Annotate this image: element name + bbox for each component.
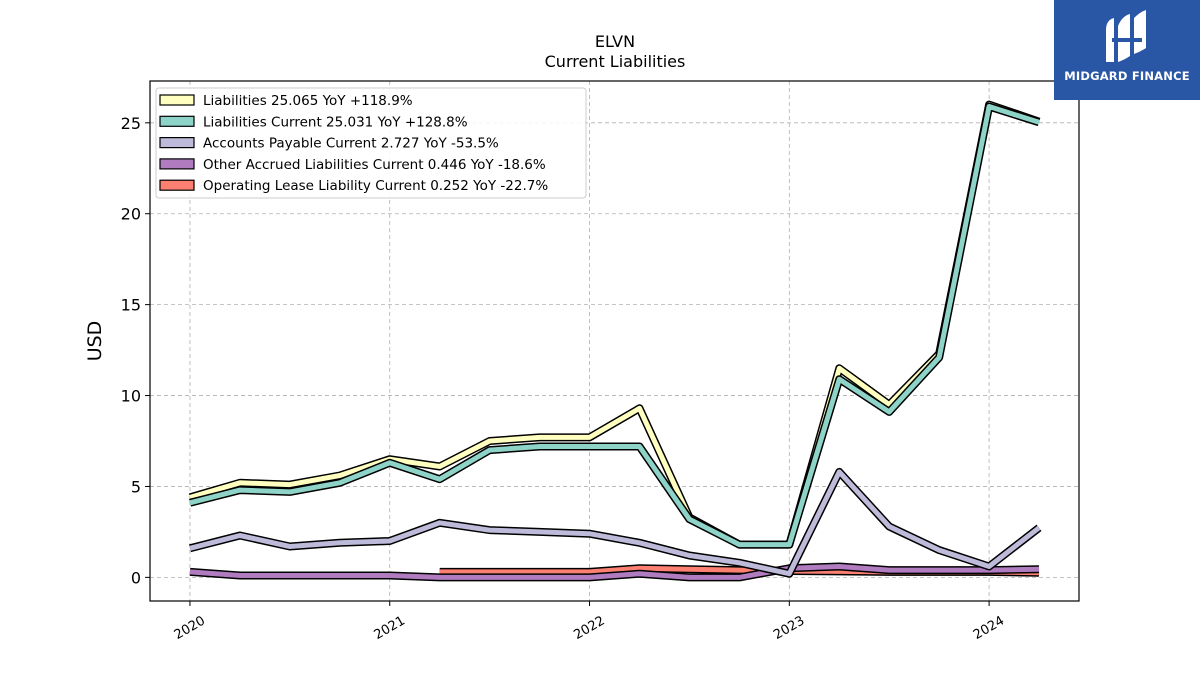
x-tick-label: 2020 xyxy=(172,613,208,643)
legend-box xyxy=(155,87,587,199)
x-tick-label: 2021 xyxy=(372,613,408,643)
series-line xyxy=(189,564,1040,580)
y-tick-label: 25 xyxy=(121,114,141,133)
y-axis-label: USD xyxy=(84,321,106,362)
x-tick-label: 2022 xyxy=(571,613,607,643)
legend-swatch xyxy=(159,137,195,149)
legend-swatch xyxy=(159,179,195,191)
legend-label: Liabilities Current 25.031 YoY +128.8% xyxy=(203,114,468,130)
y-tick-label: 20 xyxy=(121,205,141,224)
chart-subtitle: Current Liabilities xyxy=(545,52,686,71)
legend-swatch xyxy=(159,94,195,106)
legend-swatch xyxy=(159,158,195,170)
plot-frame xyxy=(149,80,1080,602)
x-tick-label: 2024 xyxy=(971,613,1007,643)
y-tick-label: 0 xyxy=(131,568,141,587)
chart-title: ELVN xyxy=(595,32,635,51)
legend: Liabilities 25.065 YoY +118.9% Liabilitie… xyxy=(155,87,587,199)
y-tick-label: 10 xyxy=(121,387,141,406)
brand-logo: MIDGARD FINANCE xyxy=(1054,0,1200,100)
legend-label: Accounts Payable Current 2.727 YoY -53.5… xyxy=(203,136,499,152)
legend-label: Other Accrued Liabilities Current 0.446 … xyxy=(203,157,546,173)
series-line xyxy=(189,104,1040,548)
y-tick-label: 5 xyxy=(131,477,141,496)
midgard-logo-icon xyxy=(1106,10,1146,62)
legend-label: Liabilities 25.065 YoY +118.9% xyxy=(203,93,413,109)
series-layer xyxy=(188,100,1042,582)
y-tick-label: 15 xyxy=(121,296,141,315)
series-line xyxy=(189,469,1041,577)
legend-swatch xyxy=(159,115,195,127)
series-line xyxy=(189,102,1040,548)
legend-label: Operating Lease Liability Current 0.252 … xyxy=(203,178,548,194)
brand-name: MIDGARD FINANCE xyxy=(1064,69,1190,83)
x-tick-label: 2023 xyxy=(771,613,807,643)
